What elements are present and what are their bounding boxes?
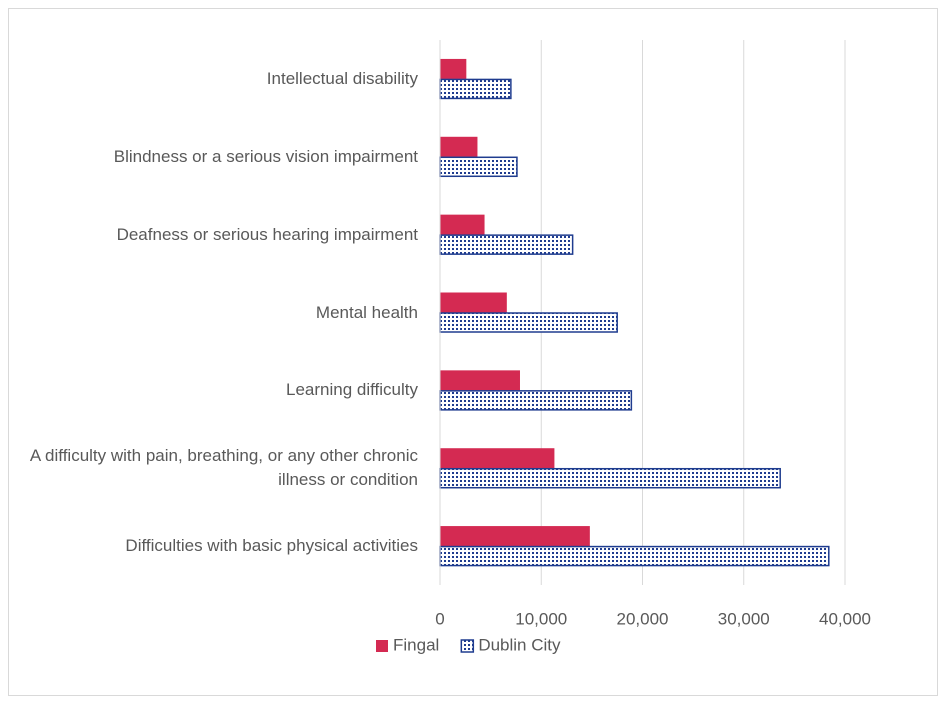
- category-label: Difficulties with basic physical activit…: [125, 536, 418, 556]
- bar: [440, 214, 485, 235]
- x-tick-label: 0: [435, 609, 444, 628]
- category-label: Mental health: [315, 302, 418, 322]
- category-label: Blindness or a serious vision impairment: [113, 146, 418, 166]
- bar: [439, 78, 512, 100]
- bar: [440, 526, 590, 547]
- legend-label: Dublin City: [478, 635, 561, 654]
- bar: [439, 156, 518, 178]
- x-tick-label: 20,000: [617, 609, 669, 628]
- bar: [440, 58, 467, 79]
- category-label: Deafness or serious hearing impairment: [116, 224, 418, 244]
- x-tick-label: 30,000: [718, 609, 770, 628]
- bar: [440, 292, 507, 313]
- bar: [440, 370, 520, 391]
- bar: [439, 390, 633, 411]
- bar: [439, 467, 781, 489]
- legend-label: Fingal: [393, 635, 439, 654]
- category-label: Intellectual disability: [266, 69, 418, 89]
- bar: [439, 234, 574, 255]
- bar: [439, 312, 618, 333]
- bar: [439, 545, 830, 567]
- x-tick-label: 40,000: [819, 609, 871, 628]
- chart-border: [8, 8, 938, 696]
- category-label: Learning difficulty: [286, 380, 418, 400]
- bar: [440, 448, 555, 469]
- bar: [440, 136, 478, 157]
- category-label: A difficulty with pain, breathing, or an…: [29, 446, 418, 490]
- legend-swatch: [460, 639, 475, 653]
- legend-swatch: [376, 640, 388, 652]
- x-tick-label: 10,000: [515, 609, 567, 628]
